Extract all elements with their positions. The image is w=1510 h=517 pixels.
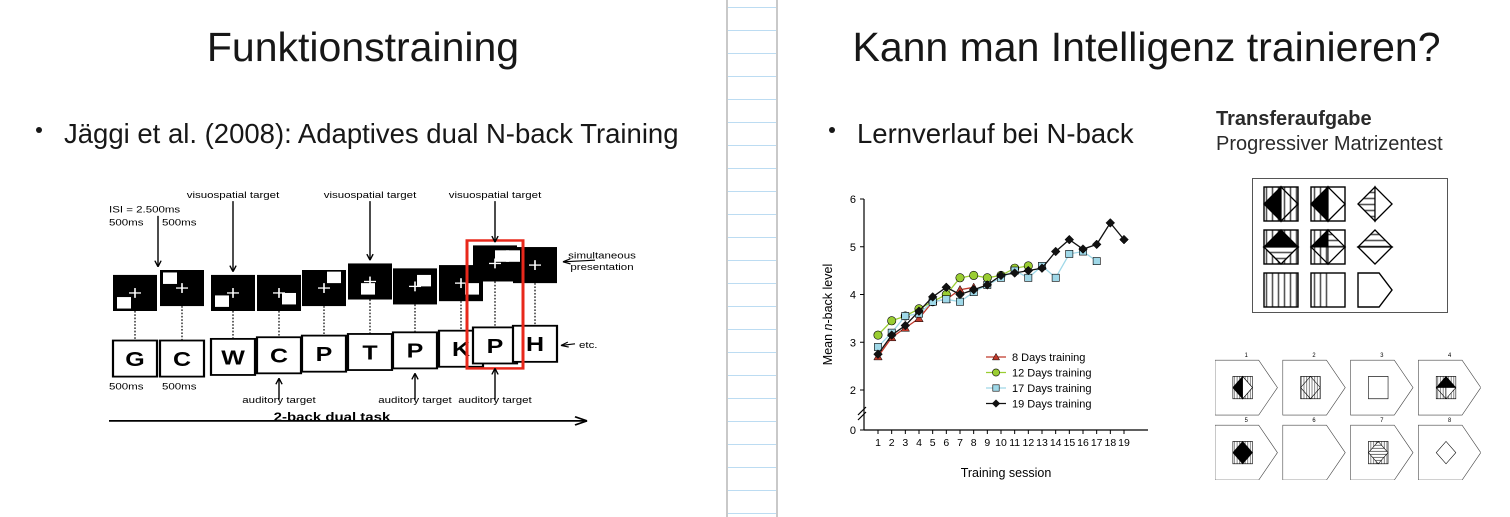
svg-text:500ms: 500ms [162, 218, 196, 229]
svg-text:8: 8 [971, 437, 977, 449]
svg-text:19: 19 [1118, 437, 1130, 449]
svg-text:19 Days training: 19 Days training [1012, 399, 1092, 411]
svg-text:P: P [316, 342, 333, 365]
svg-text:P: P [407, 339, 424, 362]
svg-text:17: 17 [1091, 437, 1103, 449]
svg-text:500ms: 500ms [162, 382, 196, 393]
svg-text:13: 13 [1036, 437, 1048, 449]
svg-text:18: 18 [1104, 437, 1116, 449]
svg-text:presentation: presentation [570, 262, 633, 273]
svg-text:6: 6 [1312, 417, 1316, 424]
svg-text:5: 5 [1245, 417, 1249, 424]
svg-text:10: 10 [995, 437, 1007, 449]
svg-text:C: C [173, 347, 191, 370]
svg-text:7: 7 [1380, 417, 1384, 424]
svg-text:4: 4 [850, 290, 856, 302]
svg-text:12 Days training: 12 Days training [1012, 368, 1092, 380]
svg-text:etc.: etc. [579, 340, 598, 351]
svg-text:8 Days training: 8 Days training [1012, 352, 1085, 364]
svg-text:5: 5 [850, 242, 856, 254]
svg-text:visuospatial target: visuospatial target [449, 190, 542, 201]
svg-text:500ms: 500ms [109, 382, 143, 393]
svg-text:C: C [270, 344, 288, 367]
svg-text:14: 14 [1050, 437, 1062, 449]
svg-text:4: 4 [916, 437, 922, 449]
svg-text:16: 16 [1077, 437, 1089, 449]
svg-text:7: 7 [957, 437, 963, 449]
svg-text:17 Days training: 17 Days training [1012, 383, 1092, 395]
svg-text:ISI = 2.500ms: ISI = 2.500ms [109, 205, 180, 216]
svg-text:0: 0 [850, 425, 856, 437]
svg-text:Mean n-back level: Mean n-back level [821, 264, 835, 365]
svg-text:12: 12 [1022, 437, 1034, 449]
svg-text:3: 3 [850, 337, 856, 349]
svg-text:9: 9 [984, 437, 990, 449]
svg-text:simultaneous: simultaneous [568, 250, 636, 261]
svg-text:visuospatial target: visuospatial target [324, 190, 417, 201]
svg-text:4: 4 [1448, 352, 1452, 359]
svg-text:G: G [125, 347, 144, 370]
svg-text:3: 3 [1380, 352, 1384, 359]
svg-text:6: 6 [943, 437, 949, 449]
svg-text:15: 15 [1063, 437, 1075, 449]
svg-text:1: 1 [875, 437, 881, 449]
svg-text:1: 1 [1245, 352, 1249, 359]
svg-text:2: 2 [1312, 352, 1316, 359]
svg-text:P: P [487, 334, 504, 357]
svg-text:11: 11 [1009, 437, 1020, 449]
svg-text:3: 3 [902, 437, 908, 449]
svg-text:500ms: 500ms [109, 218, 143, 229]
svg-text:5: 5 [930, 437, 936, 449]
svg-text:T: T [362, 341, 377, 364]
svg-text:8: 8 [1448, 417, 1452, 424]
svg-text:2: 2 [850, 385, 856, 397]
svg-text:W: W [221, 345, 245, 368]
svg-text:H: H [526, 332, 544, 355]
svg-text:6: 6 [850, 194, 856, 206]
svg-text:visuospatial target: visuospatial target [187, 190, 280, 201]
svg-text:Training session: Training session [961, 466, 1052, 480]
svg-text:2: 2 [889, 437, 895, 449]
